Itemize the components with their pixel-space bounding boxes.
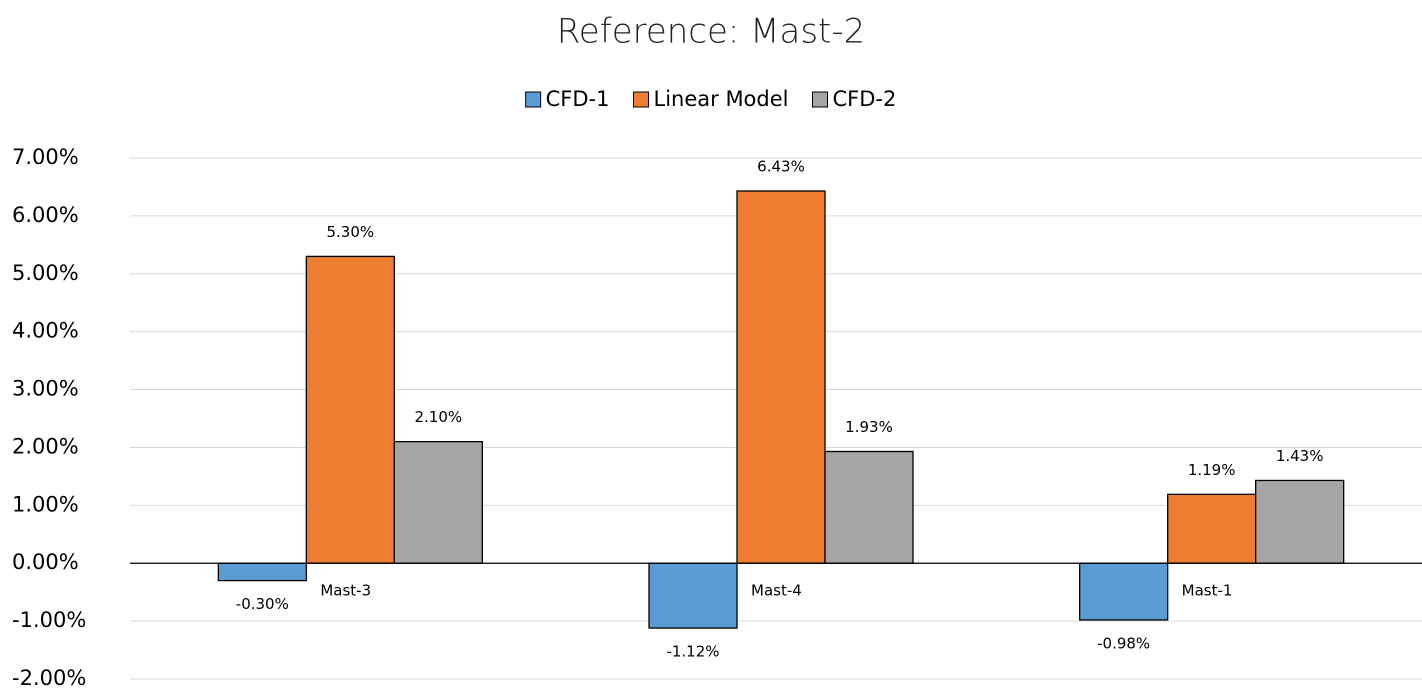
y-tick-label: 1.00% <box>12 492 79 516</box>
y-tick-label: 4.00% <box>12 319 79 343</box>
bar <box>306 256 394 563</box>
bar <box>1256 480 1344 563</box>
y-tick-label: -2.00% <box>12 666 86 689</box>
legend-label: CFD-1 <box>546 87 610 111</box>
value-label: -0.30% <box>236 595 289 613</box>
legend-swatch <box>634 92 649 107</box>
y-tick-label: 3.00% <box>12 377 79 401</box>
y-tick-label: 6.00% <box>12 203 79 227</box>
value-label: 1.19% <box>1188 461 1236 479</box>
value-label: 6.43% <box>757 157 805 175</box>
y-tick-label: 5.00% <box>12 261 79 285</box>
chart-title: Reference: Mast-2 <box>557 12 866 52</box>
x-tick-label: Mast-4 <box>751 582 802 600</box>
value-label: -0.98% <box>1097 634 1150 652</box>
bar <box>737 191 825 563</box>
x-tick-label: Mast-3 <box>320 582 371 600</box>
legend-swatch <box>526 92 541 107</box>
value-label: 1.43% <box>1276 447 1324 465</box>
value-label: 5.30% <box>327 223 375 241</box>
legend-swatch <box>813 92 828 107</box>
bar <box>649 563 737 628</box>
value-label: -1.12% <box>666 643 719 661</box>
legend: CFD-1 Linear Model CFD-2 <box>526 87 897 111</box>
bar <box>1168 494 1256 563</box>
x-tick-label: Mast-1 <box>1182 582 1233 600</box>
chart: Reference: Mast-2 CFD-1 Linear Model CFD-2… <box>0 0 1422 689</box>
y-tick-label: 7.00% <box>12 145 79 169</box>
y-tick-label: -1.00% <box>12 608 86 632</box>
y-tick-label: 2.00% <box>12 434 79 458</box>
bar <box>218 563 306 580</box>
legend-label: CFD-2 <box>833 87 897 111</box>
legend-label: Linear Model <box>654 87 789 111</box>
y-tick-label: 0.00% <box>12 550 79 574</box>
value-label: 2.10% <box>415 408 463 426</box>
value-label: 1.93% <box>845 418 893 436</box>
bar <box>825 451 913 563</box>
bar <box>394 442 482 564</box>
bar <box>1080 563 1168 620</box>
